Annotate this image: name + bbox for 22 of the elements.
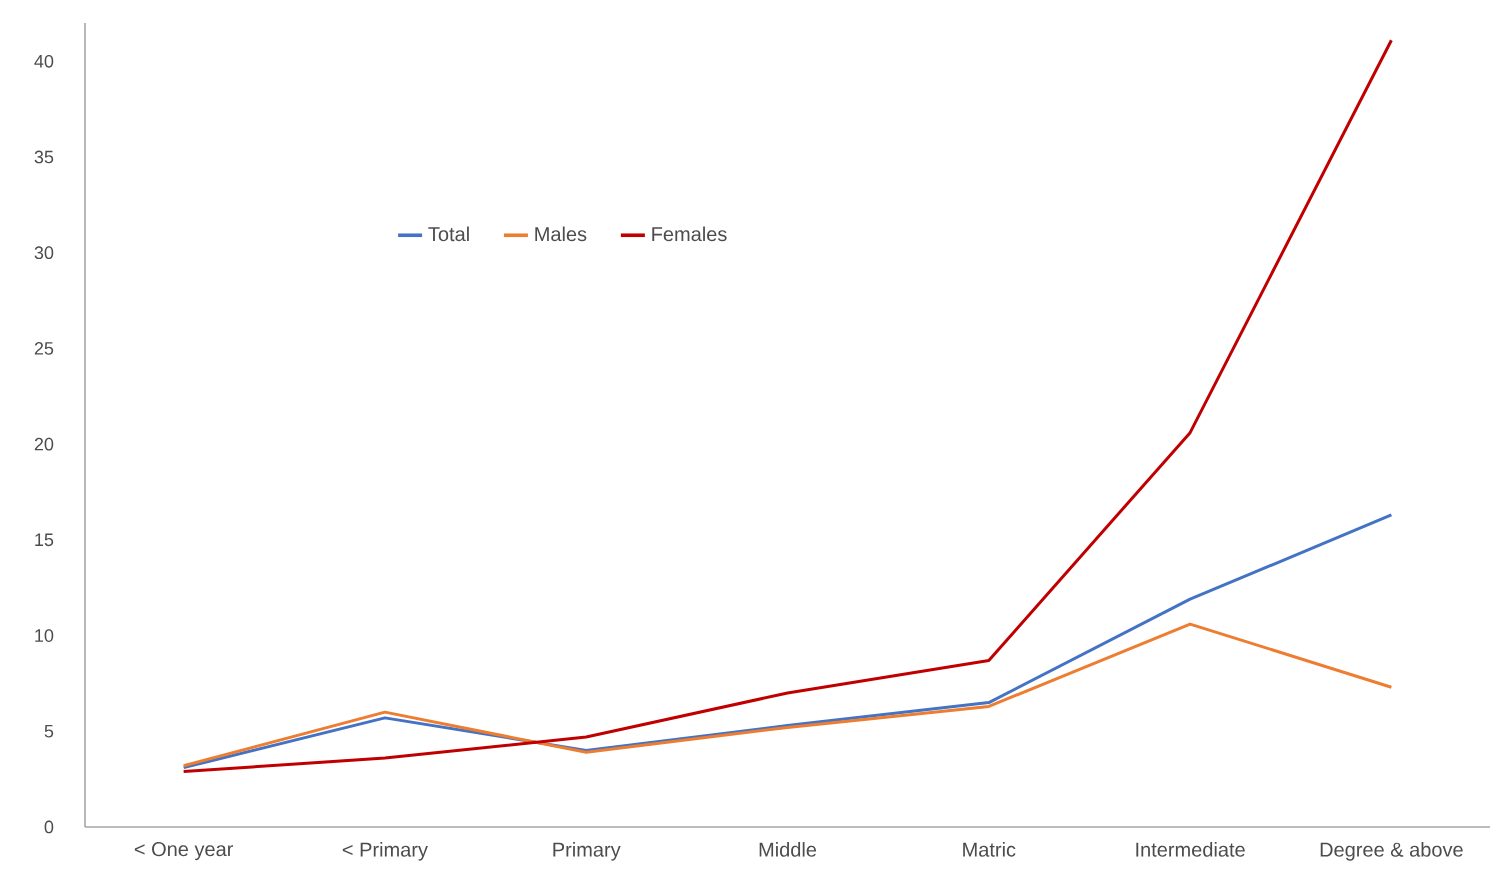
y-tick-label: 20 xyxy=(34,437,54,451)
y-tick-label: 10 xyxy=(35,629,54,642)
y-tick-label: 0 xyxy=(44,820,54,834)
legend-label: Males xyxy=(535,226,587,242)
line-series xyxy=(182,622,1393,768)
x-tick-label: Degree & above xyxy=(1320,842,1463,861)
x-tick-label: Matric xyxy=(963,842,1016,857)
x-tick-label: Primary xyxy=(553,842,621,861)
y-tick-label: 40 xyxy=(34,54,54,68)
x-tick-label: < One year xyxy=(134,842,234,861)
x-tick-label: Middle xyxy=(759,842,817,857)
legend-label: Females xyxy=(652,226,727,242)
y-tick-label: 25 xyxy=(34,342,54,355)
x-tick-label: < Primary xyxy=(342,842,428,861)
x-tick-label: Intermediate xyxy=(1136,842,1245,857)
y-tick-label: 15 xyxy=(35,533,54,547)
legend-label: Total xyxy=(428,226,469,242)
line-series xyxy=(182,38,1393,773)
line-series xyxy=(182,513,1393,770)
y-tick-label: 5 xyxy=(44,724,54,738)
y-tick-label: 35 xyxy=(34,150,54,164)
y-tick-label: 30 xyxy=(34,246,54,260)
